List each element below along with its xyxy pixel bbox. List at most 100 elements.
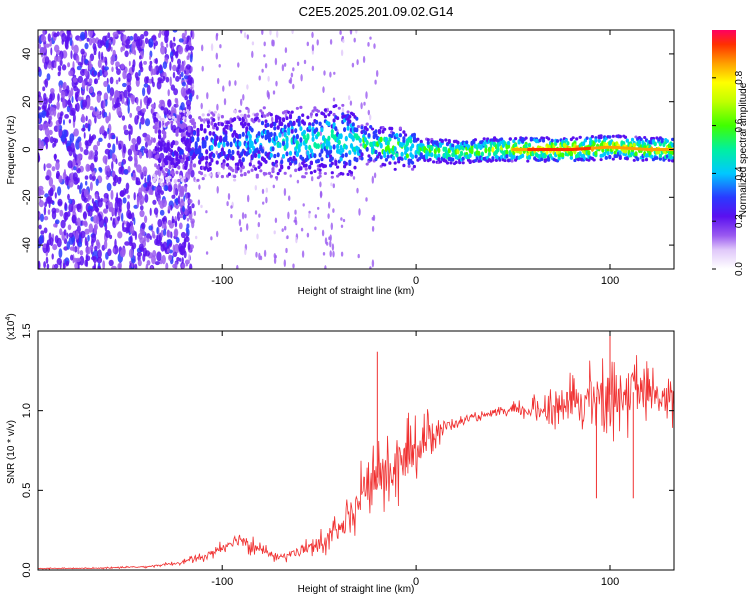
ridge-cell — [377, 130, 382, 135]
ridge-cell — [187, 132, 191, 138]
noise-blob — [228, 80, 231, 87]
ridge-cell — [238, 141, 242, 147]
noise-blob — [43, 206, 47, 216]
noise-blob — [128, 212, 132, 220]
noise-blob — [294, 209, 297, 215]
noise-blob — [185, 84, 189, 91]
noise-blob — [107, 153, 111, 160]
ridge-cell — [238, 117, 242, 122]
ridge-cell — [555, 139, 560, 143]
svg-text:(x104): (x104) — [5, 313, 17, 340]
ridge-cell — [199, 126, 204, 131]
ridge-cell — [587, 150, 591, 156]
noise-blob — [102, 197, 108, 203]
ridge-cell — [243, 122, 247, 127]
noise-blob — [111, 152, 115, 162]
noise-blob — [168, 254, 173, 261]
noise-blob — [122, 82, 127, 88]
ridge-cell — [274, 176, 279, 179]
ridge-cell — [205, 156, 209, 161]
noise-blob — [49, 136, 54, 144]
noise-blob — [142, 87, 146, 97]
noise-blob — [43, 216, 49, 221]
noise-blob — [121, 115, 126, 121]
y-tick-label: 0.0 — [21, 562, 33, 577]
noise-blob — [102, 155, 108, 164]
ridge-cell — [527, 155, 532, 160]
noise-blob — [54, 138, 59, 144]
noise-blob — [48, 118, 51, 125]
noise-blob — [57, 186, 62, 196]
noise-blob — [55, 219, 60, 225]
noise-blob — [265, 196, 268, 204]
noise-blob — [303, 59, 307, 65]
noise-blob — [110, 55, 116, 62]
noise-blob — [172, 64, 177, 72]
y-tick-label: 40 — [21, 48, 33, 60]
noise-blob — [112, 97, 115, 106]
noise-blob — [200, 204, 203, 209]
noise-blob — [71, 96, 74, 103]
ridge-cell — [254, 152, 258, 158]
ridge-cell — [297, 147, 301, 153]
ridge-cell — [238, 133, 242, 139]
ridge-cell — [398, 133, 402, 138]
ridge-cell — [166, 121, 170, 125]
ridge-cell — [404, 133, 408, 137]
noise-blob — [60, 219, 66, 229]
noise-blob — [358, 208, 361, 216]
ridge-cell — [283, 171, 287, 175]
noise-blob — [188, 114, 193, 120]
noise-blob — [111, 265, 117, 269]
noise-blob — [116, 192, 119, 202]
snr-spikes — [376, 331, 634, 499]
ridge-cell — [255, 112, 259, 117]
noise-blob — [91, 198, 94, 204]
noise-blob — [45, 175, 50, 181]
noise-blob — [274, 217, 278, 224]
noise-blob — [289, 77, 293, 85]
noise-blob — [67, 193, 70, 200]
ridge-cell — [299, 105, 303, 109]
ridge-cell — [327, 121, 331, 127]
noise-blob — [215, 32, 219, 37]
noise-blob — [283, 188, 287, 196]
noise-blob — [64, 202, 67, 210]
noise-blob — [47, 33, 51, 42]
noise-blob — [117, 231, 123, 239]
ridge-cell — [309, 112, 313, 116]
noise-blob — [38, 124, 42, 130]
noise-blob — [117, 176, 122, 185]
ridge-cell — [346, 110, 350, 114]
noise-blob — [159, 30, 162, 36]
noise-blob — [183, 195, 186, 202]
ridge-cell — [491, 146, 495, 153]
noise-blob — [38, 43, 41, 49]
ridge-cell — [159, 178, 163, 182]
noise-blob — [130, 125, 133, 135]
ridge-cell — [349, 171, 354, 175]
noise-blob — [178, 222, 183, 230]
noise-blob — [143, 60, 148, 65]
noise-blob — [329, 39, 333, 45]
noise-blob — [186, 64, 191, 70]
noise-blob — [292, 83, 295, 90]
noise-blob — [181, 263, 186, 269]
noise-blob — [43, 93, 47, 101]
ridge-cell — [500, 154, 504, 160]
noise-blob — [54, 235, 59, 244]
ridge-cell — [597, 138, 601, 143]
noise-blob — [137, 259, 142, 267]
noise-blob — [215, 150, 218, 155]
ridge-cell — [578, 135, 582, 139]
noise-blob — [106, 182, 112, 192]
ridge-cell — [184, 160, 188, 166]
noise-blob — [121, 222, 125, 230]
noise-blob — [151, 230, 155, 239]
noise-blob — [223, 98, 227, 106]
noise-blob — [179, 74, 182, 80]
noise-blob — [151, 76, 154, 84]
noise-blob — [357, 253, 360, 259]
noise-blob — [84, 68, 88, 77]
ridge-cell — [365, 122, 369, 126]
